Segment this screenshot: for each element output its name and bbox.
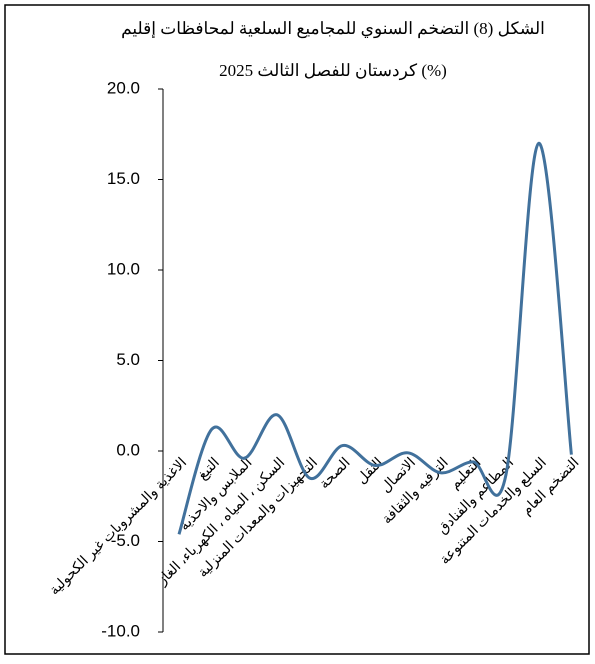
line-series [177,141,573,535]
chart-title: كردستان للفصل الثالث 2025 (%) [219,61,447,81]
y-tick-label: 15.0 [107,169,140,188]
y-tick-label: 20.0 [107,78,140,97]
frame [4,4,590,655]
chart-title: الشكل (8) التضخم السنوي للمجاميع السلعية… [121,19,545,39]
y-tick-label: 10.0 [107,259,140,278]
y-tick-label: 5.0 [116,350,140,369]
x-tick-label: الصحة [317,455,354,492]
y-tick-label: 0.0 [116,440,140,459]
y-tick-label: -5.0 [111,531,140,550]
y-tick-label: -10.0 [101,621,140,640]
